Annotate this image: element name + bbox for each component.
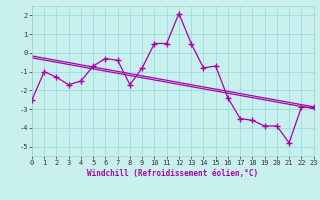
X-axis label: Windchill (Refroidissement éolien,°C): Windchill (Refroidissement éolien,°C) — [87, 169, 258, 178]
